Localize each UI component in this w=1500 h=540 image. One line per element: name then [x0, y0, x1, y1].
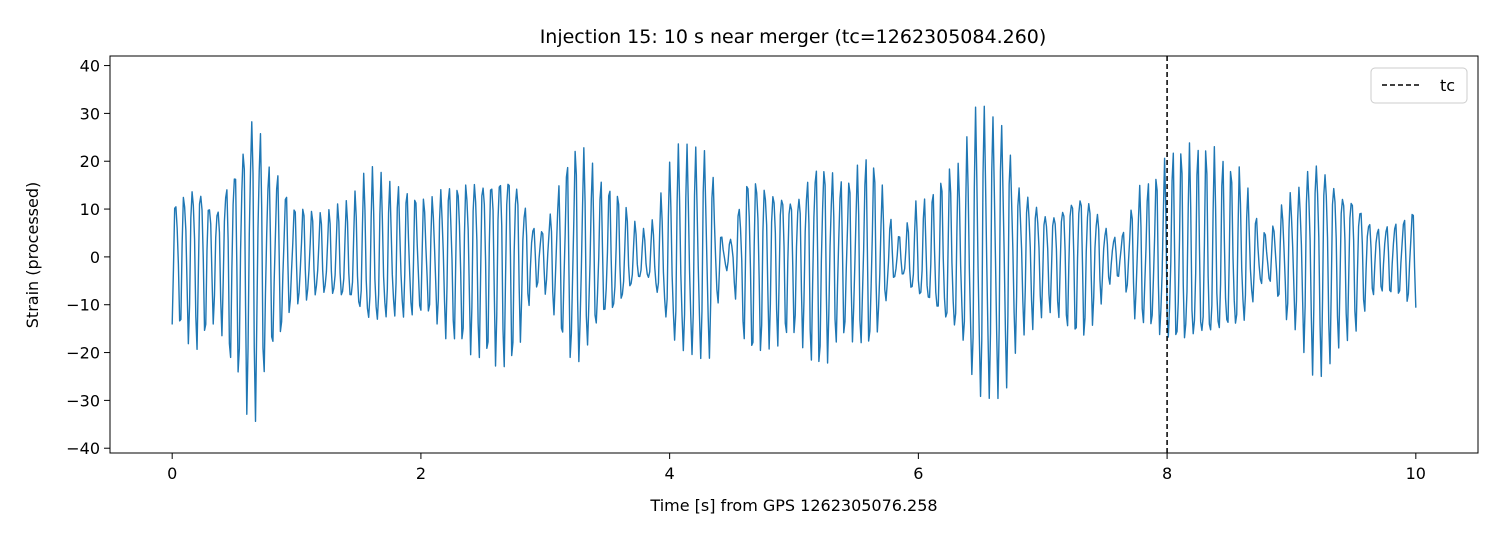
y-tick-label: 0	[90, 248, 100, 267]
legend: tc	[1370, 67, 1468, 104]
x-axis-label: Time [s] from GPS 1262305076.258	[649, 496, 937, 515]
x-tick-label: 0	[167, 464, 177, 483]
y-tick-label: 20	[80, 152, 100, 171]
y-tick-label: −10	[66, 296, 100, 315]
legend-tc-label: tc	[1440, 76, 1455, 95]
plot-frame	[109, 55, 1479, 454]
x-tick-label: 6	[913, 464, 923, 483]
x-tick-label: 2	[416, 464, 426, 483]
y-tick-label: 30	[80, 104, 100, 123]
x-tick-label: 8	[1162, 464, 1172, 483]
y-tick-label: −30	[66, 391, 100, 410]
x-tick-label: 10	[1406, 464, 1426, 483]
y-tick-label: −40	[66, 439, 100, 458]
y-tick-label: 10	[80, 200, 100, 219]
chart-title: Injection 15: 10 s near merger (tc=12623…	[540, 26, 1047, 48]
y-tick-label: −20	[66, 344, 100, 363]
y-axis-label: Strain (processed)	[23, 182, 42, 328]
x-tick-label: 4	[665, 464, 675, 483]
y-tick-label: 40	[80, 57, 100, 76]
strain-series-line	[171, 105, 1417, 423]
